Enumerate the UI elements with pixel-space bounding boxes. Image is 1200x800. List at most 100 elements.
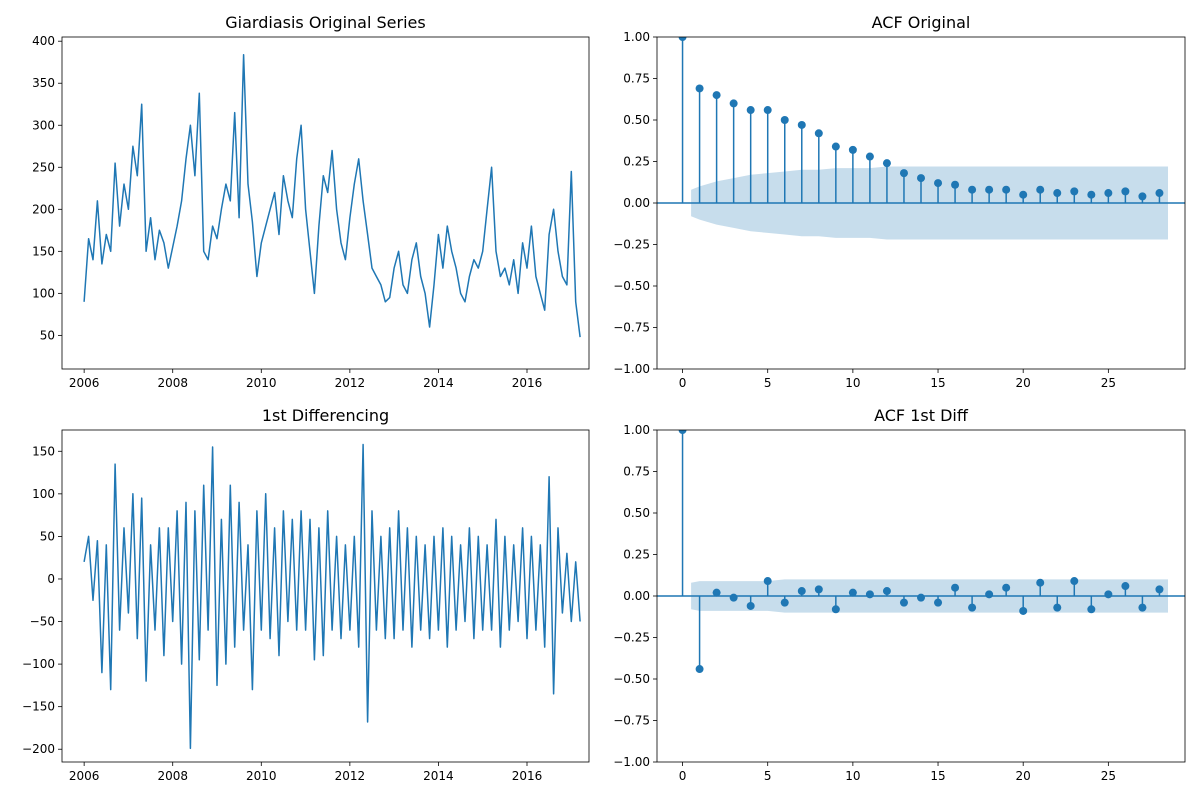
y-tick-label: 0.25 [623, 548, 650, 562]
x-tick-label: 0 [679, 769, 687, 783]
acf-marker [746, 601, 755, 610]
acf-marker [1070, 187, 1079, 196]
x-tick-label: 2010 [246, 769, 277, 783]
x-tick-label: 25 [1101, 769, 1116, 783]
acf-marker [712, 588, 721, 597]
acf-marker [1036, 578, 1045, 587]
acf-marker [1019, 190, 1028, 199]
y-tick-label: 400 [32, 34, 55, 48]
acf-marker [1155, 585, 1164, 594]
subplot-title: 1st Differencing [262, 406, 389, 425]
acf-marker [1002, 185, 1011, 194]
x-tick-label: 2010 [246, 376, 277, 390]
y-tick-label: 0.00 [623, 589, 650, 603]
y-tick-label: −0.75 [613, 714, 650, 728]
y-tick-label: 0.75 [623, 72, 650, 86]
y-tick-label: 200 [32, 202, 55, 216]
x-tick-label: 15 [930, 769, 945, 783]
y-tick-label: −1.00 [613, 755, 650, 769]
acf-marker [1121, 187, 1130, 196]
x-tick-label: 5 [764, 376, 772, 390]
acf-marker [1121, 582, 1130, 591]
acf-marker [917, 174, 925, 183]
axes-frame [61, 429, 590, 763]
y-tick-label: 350 [32, 76, 55, 90]
acf-marker [763, 577, 772, 586]
subplot-4: ACF 1st Diff 0 5 10 15 20 25 −1.00 −0.75 −0.50 −0.… [613, 406, 1186, 783]
acf-marker [746, 106, 755, 115]
y-tick-label: −200 [22, 742, 55, 756]
acf-marker [1138, 603, 1147, 612]
acf-marker [865, 590, 874, 599]
series-line [83, 443, 581, 750]
acf-marker [831, 605, 840, 614]
acf-marker [934, 598, 943, 607]
y-tick-label: 0.00 [623, 196, 650, 210]
y-tick-label: −100 [22, 657, 55, 671]
acf-marker [678, 430, 687, 434]
x-tick-label: 2014 [423, 769, 454, 783]
acf-marker [899, 169, 908, 178]
y-tick-label: 0 [47, 572, 55, 586]
acf-marker [695, 665, 704, 674]
acf-marker [780, 116, 789, 124]
x-tick-label: 15 [930, 376, 945, 390]
x-tick-label: 10 [845, 769, 860, 783]
acf-marker [1053, 603, 1062, 612]
acf-marker [1138, 192, 1147, 201]
acf-marker [951, 180, 960, 189]
y-tick-label: 50 [40, 529, 55, 543]
subplot-title: ACF Original [872, 13, 971, 32]
acf-marker [831, 142, 840, 151]
acf-marker [712, 91, 721, 100]
acf-marker [797, 587, 806, 596]
y-tick-label: −150 [22, 700, 55, 714]
plot-area [83, 53, 581, 338]
y-tick-label: 150 [32, 444, 55, 458]
acf-marker [1053, 189, 1062, 198]
acf-marker [814, 585, 823, 594]
plot-area [83, 443, 581, 750]
acf-marker [797, 120, 806, 129]
acf-marker [695, 84, 704, 93]
subplot-title: ACF 1st Diff [874, 406, 969, 425]
x-tick-label: 0 [679, 376, 687, 390]
y-tick-label: 100 [32, 487, 55, 501]
acf-marker [882, 587, 891, 596]
y-tick-label: 150 [32, 244, 55, 258]
acf-marker [951, 583, 960, 592]
acf-marker [1070, 577, 1079, 586]
y-tick-label: 1.00 [623, 30, 650, 44]
x-tick-label: 25 [1101, 376, 1116, 390]
x-tick-label: 2012 [335, 376, 366, 390]
plot-area [657, 37, 1185, 240]
acf-marker [848, 588, 857, 597]
x-tick-label: 2008 [157, 376, 188, 390]
x-tick-label: 20 [1016, 376, 1031, 390]
acf-marker [848, 145, 857, 154]
y-tick-label: 300 [32, 118, 55, 132]
y-tick-label: −0.25 [613, 238, 650, 252]
x-tick-label: 10 [845, 376, 860, 390]
x-tick-label: 2006 [69, 769, 100, 783]
acf-marker [917, 593, 925, 602]
y-tick-label: −0.25 [613, 631, 650, 645]
subplot-2: ACF Original 0 5 10 15 20 25 −1.00 −0.75 −0.50 −0.… [613, 13, 1186, 390]
y-tick-label: −50 [30, 615, 55, 629]
y-tick-label: 0.25 [623, 155, 650, 169]
x-tick-label: 2006 [69, 376, 100, 390]
y-tick-label: −0.50 [613, 672, 650, 686]
series-line [83, 53, 581, 338]
x-tick-label: 2012 [335, 769, 366, 783]
acf-marker [899, 598, 908, 607]
acf-marker [1002, 583, 1011, 592]
acf-marker [763, 106, 772, 115]
y-tick-label: −1.00 [613, 362, 650, 376]
x-tick-label: 20 [1016, 769, 1031, 783]
acf-marker [814, 129, 823, 138]
acf-marker [985, 590, 994, 599]
x-tick-label: 2014 [423, 376, 454, 390]
y-tick-label: 0.50 [623, 113, 650, 127]
